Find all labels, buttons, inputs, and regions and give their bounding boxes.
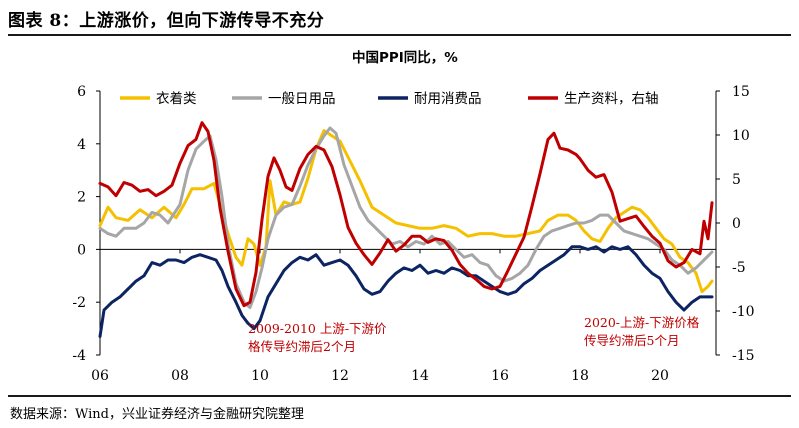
y2-tick-label: 0 bbox=[732, 216, 741, 232]
y-tick-label: 0 bbox=[77, 242, 86, 258]
y2-tick-label: 5 bbox=[732, 172, 741, 188]
x-tick-label: 16 bbox=[491, 368, 509, 384]
legend-label-2: 一般日用品 bbox=[268, 91, 336, 107]
x-tick-label: 08 bbox=[171, 368, 189, 384]
y2-tick-label: -10 bbox=[732, 304, 755, 320]
y-tick-label: 4 bbox=[77, 137, 86, 153]
series-line-3 bbox=[98, 245, 714, 338]
x-tick-label: 10 bbox=[251, 368, 269, 384]
y-tick-label: -4 bbox=[72, 348, 86, 364]
top-rule bbox=[8, 34, 791, 36]
annotation-1-line: 格传导约滞后2个月 bbox=[248, 339, 356, 354]
x-tick-label: 06 bbox=[91, 368, 109, 384]
x-tick-label: 12 bbox=[331, 368, 349, 384]
legend-label-4: 生产资料，右轴 bbox=[564, 91, 659, 107]
series-line-1 bbox=[98, 129, 714, 294]
annotation-1-line: 2009-2010 上游-下游价 bbox=[248, 321, 387, 336]
y2-tick-label: 10 bbox=[732, 128, 750, 144]
y-tick-label: 6 bbox=[77, 84, 86, 100]
y-tick-label: -2 bbox=[72, 295, 86, 311]
annotation-2-line: 2020-上游-下游价格 bbox=[584, 315, 700, 330]
series-line-4 bbox=[98, 121, 714, 308]
x-tick-label: 20 bbox=[651, 368, 669, 384]
y2-tick-label: -5 bbox=[732, 260, 746, 276]
figure-title: 图表 8：上游涨价，但向下游传导不充分 bbox=[8, 11, 325, 31]
y2-tick-label: 15 bbox=[732, 84, 750, 100]
legend-label-3: 耐用消费品 bbox=[414, 91, 482, 107]
chart-title: 中国PPI同比，% bbox=[352, 50, 458, 66]
source-note: 数据来源：Wind，兴业证券经济与金融研究院整理 bbox=[10, 407, 304, 422]
annotation-2-line: 传导约滞后5个月 bbox=[584, 333, 679, 348]
legend-label-1: 衣着类 bbox=[156, 90, 197, 107]
x-tick-label: 14 bbox=[411, 368, 429, 384]
y-tick-label: 2 bbox=[77, 190, 86, 206]
x-tick-label: 18 bbox=[571, 368, 589, 384]
bottom-rule bbox=[8, 395, 791, 397]
y2-tick-label: -15 bbox=[732, 348, 755, 364]
